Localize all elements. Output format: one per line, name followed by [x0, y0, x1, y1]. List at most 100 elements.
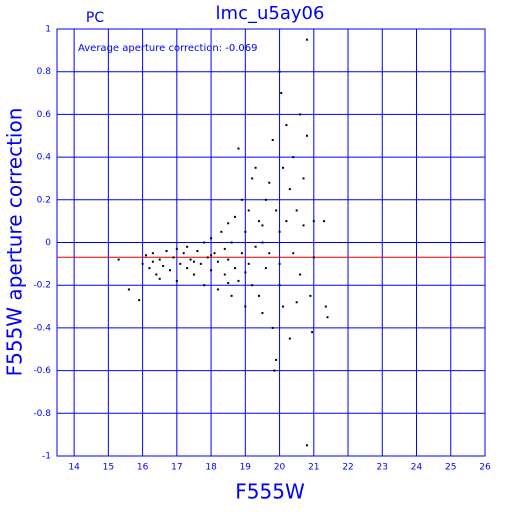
point	[158, 258, 161, 261]
x-tick-label: 25	[445, 463, 456, 473]
x-tick-label: 23	[377, 463, 388, 473]
point	[240, 252, 243, 255]
point	[227, 282, 230, 285]
point	[172, 256, 175, 259]
point	[151, 260, 154, 263]
point	[196, 250, 199, 253]
point	[216, 288, 219, 291]
point	[192, 260, 195, 263]
y-tick-label: 0.6	[37, 110, 52, 120]
point	[285, 124, 288, 127]
point	[186, 267, 189, 270]
point	[244, 271, 247, 274]
point	[227, 258, 230, 261]
point	[302, 177, 305, 180]
point	[158, 277, 161, 280]
point	[261, 241, 264, 244]
point	[309, 294, 312, 297]
point	[312, 256, 315, 259]
point	[261, 311, 264, 314]
y-tick-label: 1	[45, 25, 51, 35]
x-tick-label: 17	[171, 463, 182, 473]
point	[278, 230, 281, 233]
point	[168, 269, 171, 272]
point	[305, 444, 308, 447]
y-tick-label: -0.6	[33, 366, 51, 376]
point	[275, 358, 278, 361]
point	[247, 262, 250, 265]
point	[237, 147, 240, 150]
x-tick-label: 15	[103, 463, 114, 473]
point	[288, 188, 291, 191]
point	[210, 254, 213, 257]
point	[302, 224, 305, 227]
point	[281, 305, 284, 308]
x-tick-label: 24	[411, 463, 423, 473]
point	[281, 166, 284, 169]
point	[264, 267, 267, 270]
x-axis-label: F555W	[235, 480, 305, 504]
y-tick-label: 0.8	[37, 67, 52, 77]
point	[165, 250, 168, 253]
point	[210, 269, 213, 272]
x-tick-label: 22	[342, 463, 353, 473]
point	[240, 198, 243, 201]
x-tick-label: 21	[308, 463, 319, 473]
x-tick-label: 26	[479, 463, 491, 473]
chart-subtitle: PC	[86, 10, 104, 26]
point	[264, 198, 267, 201]
point	[145, 254, 148, 257]
point	[305, 38, 308, 41]
y-tick-label: 0.4	[37, 153, 52, 163]
point	[299, 273, 302, 276]
y-tick-label: -0.4	[33, 323, 51, 333]
point	[278, 284, 281, 287]
point	[278, 262, 281, 265]
point	[223, 247, 226, 250]
point	[273, 369, 276, 372]
point	[295, 301, 298, 304]
point	[141, 262, 144, 265]
point	[292, 252, 295, 255]
point	[254, 166, 257, 169]
x-tick-label: 16	[137, 463, 149, 473]
point	[311, 331, 314, 334]
point	[220, 230, 223, 233]
point	[237, 279, 240, 282]
point	[151, 252, 154, 255]
point	[323, 220, 326, 223]
point	[203, 241, 206, 244]
annotation: Average aperture correction: -0.069	[78, 43, 258, 54]
point	[234, 215, 237, 218]
point	[155, 273, 158, 276]
point	[254, 245, 257, 248]
y-axis-label: F555W aperture correction	[3, 108, 27, 377]
point	[210, 237, 213, 240]
point	[271, 139, 274, 142]
point	[251, 177, 254, 180]
point	[261, 224, 264, 227]
point	[179, 262, 182, 265]
point	[223, 273, 226, 276]
point	[189, 258, 192, 261]
point	[206, 256, 209, 259]
y-tick-label: -1	[42, 452, 51, 462]
point	[312, 220, 315, 223]
point	[234, 267, 237, 270]
point	[244, 230, 247, 233]
point	[278, 70, 281, 73]
point	[213, 252, 216, 255]
x-tick-label: 14	[68, 463, 80, 473]
chart-title: lmc_u5ay06	[216, 3, 325, 24]
point	[186, 245, 189, 248]
point	[268, 181, 271, 184]
point	[203, 284, 206, 287]
point	[216, 260, 219, 263]
point	[117, 258, 120, 261]
point	[244, 305, 247, 308]
point	[192, 273, 195, 276]
point	[288, 337, 291, 340]
point	[175, 247, 178, 250]
point	[162, 264, 165, 267]
